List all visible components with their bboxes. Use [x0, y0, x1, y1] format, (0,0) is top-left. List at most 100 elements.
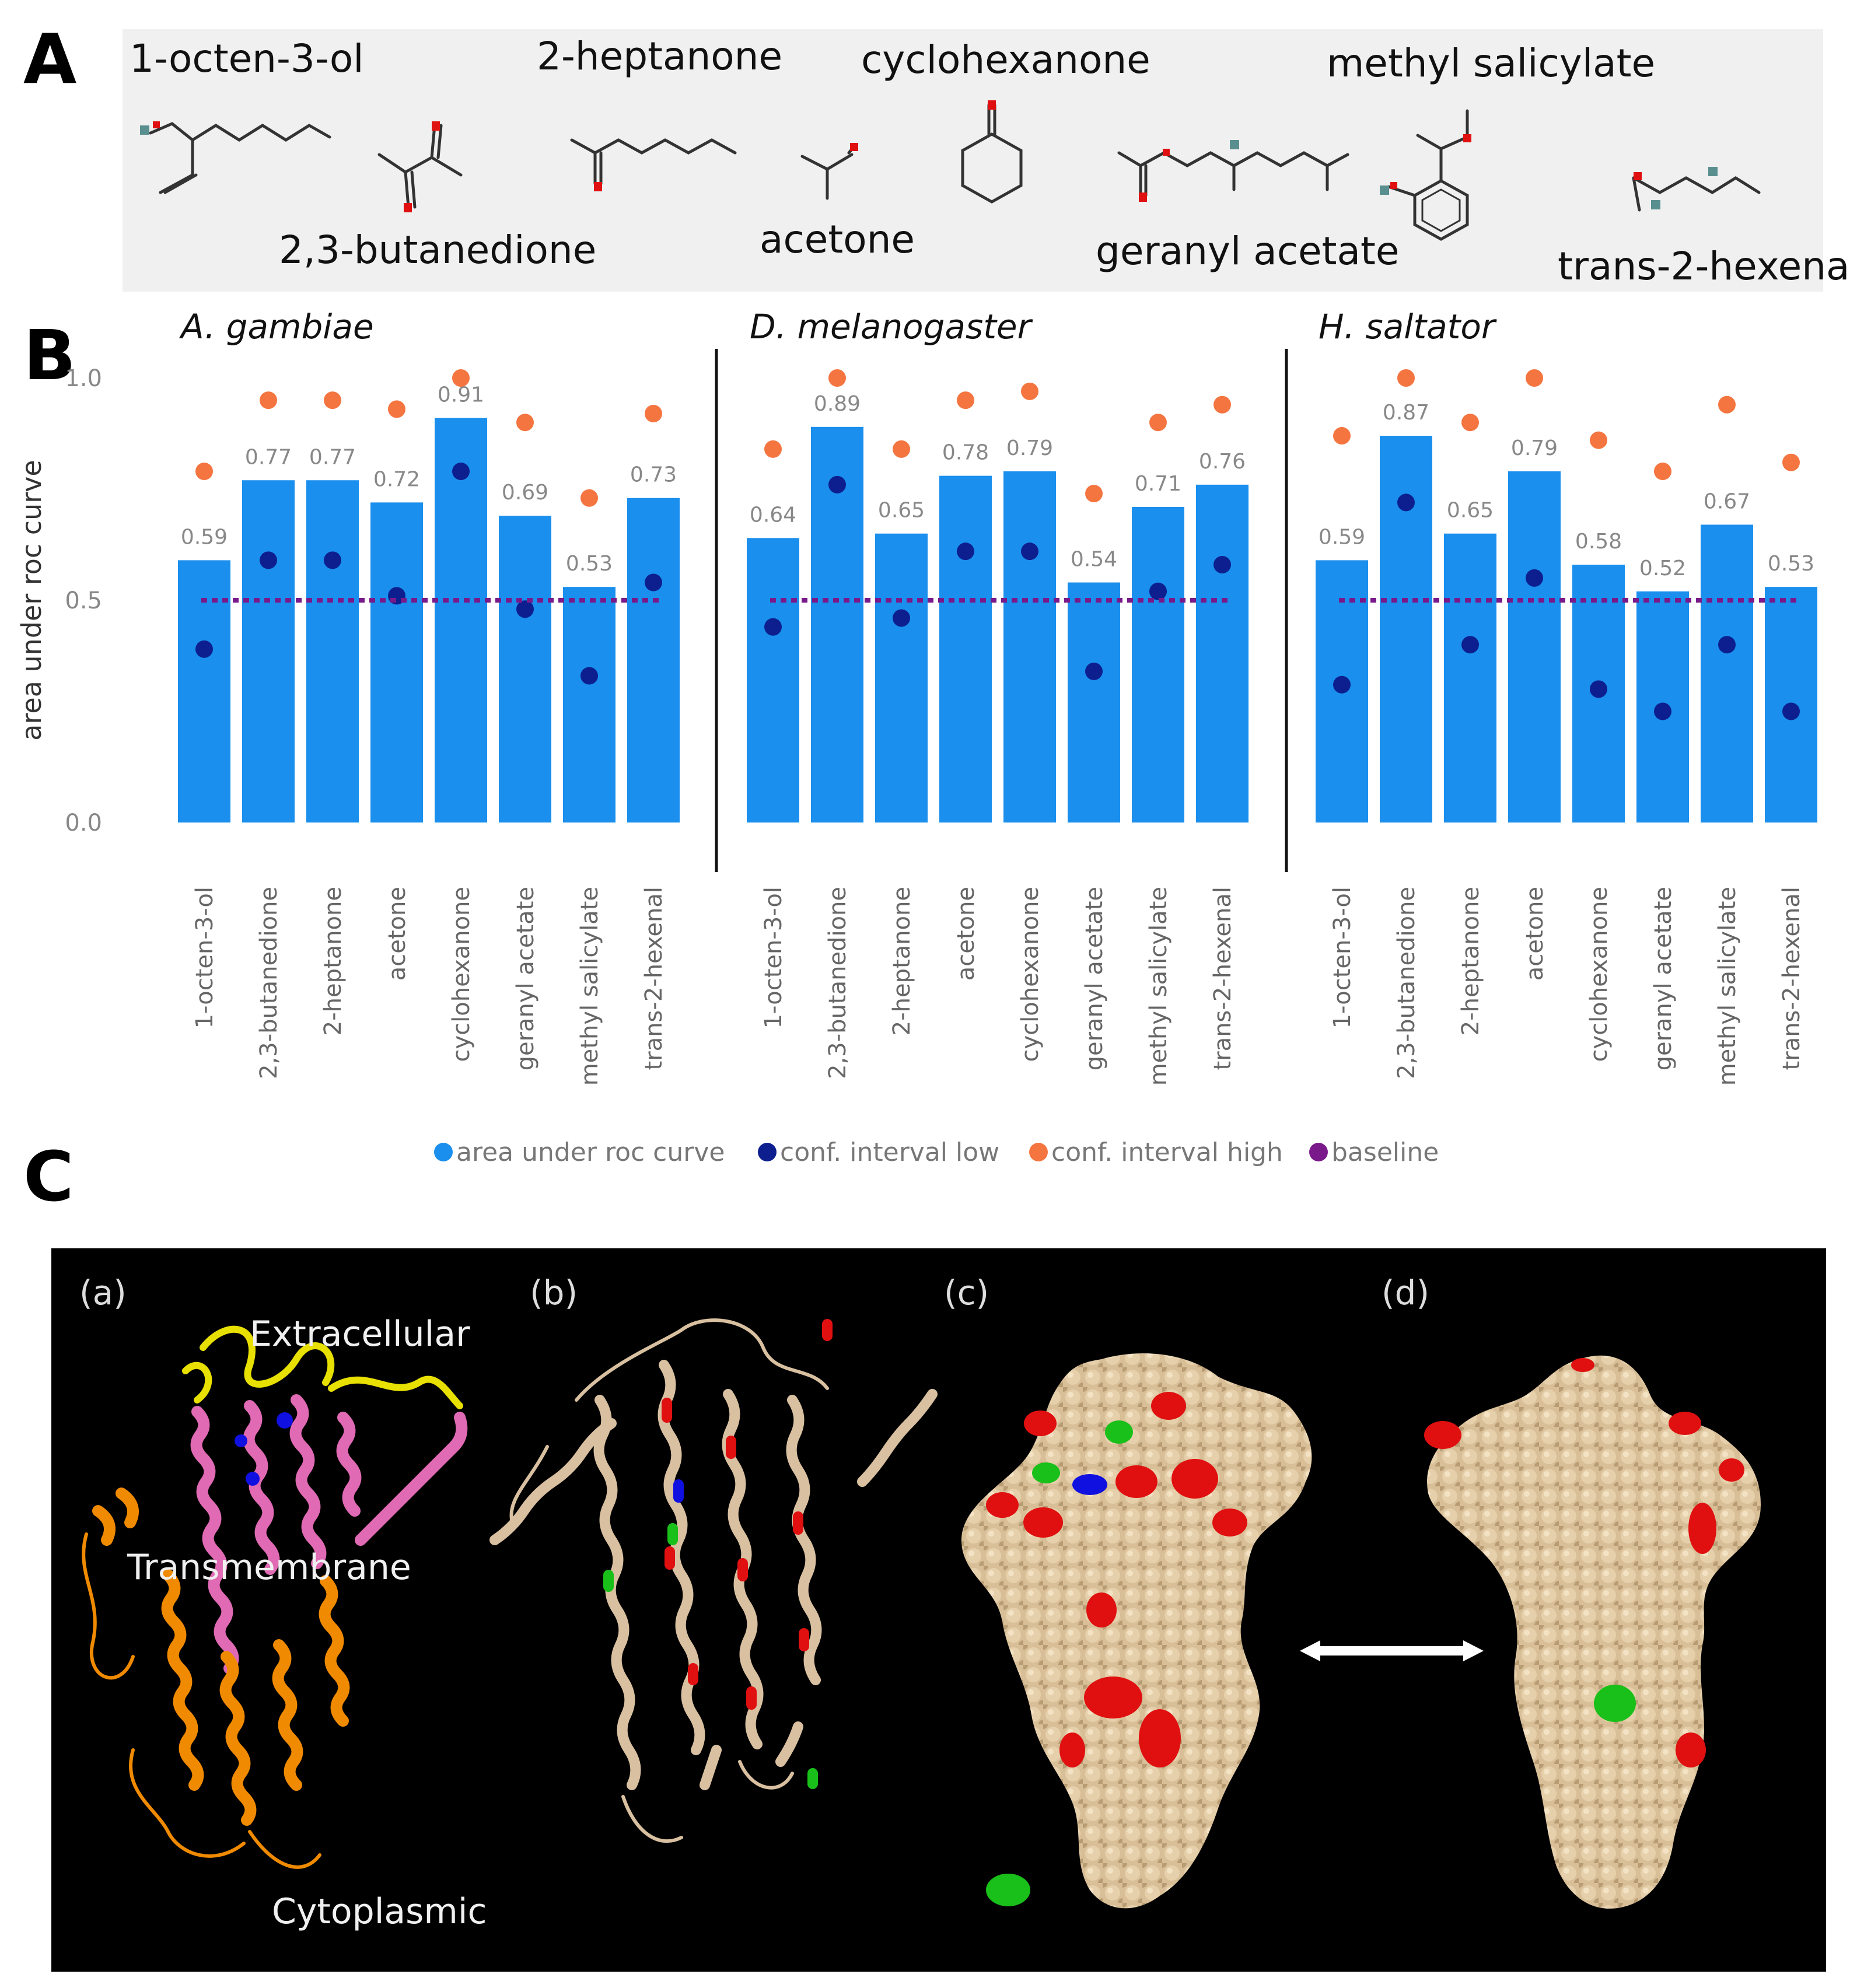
category-tick-label: 1-octen-3-ol	[760, 887, 787, 1028]
structure-2-heptanone	[570, 138, 737, 186]
ci-low-point	[452, 463, 470, 481]
ci-high-point	[452, 369, 470, 387]
category-tick-label: 2-heptanone	[889, 887, 915, 1035]
ci-low-point	[324, 551, 341, 569]
category-tick-label: trans-2-hexenal	[1209, 887, 1236, 1070]
ci-low-point	[1397, 494, 1415, 512]
category-tick-label: 1-octen-3-ol	[191, 887, 218, 1028]
ci-high-point	[516, 414, 534, 432]
category-tick-label: methyl salicylate	[1145, 887, 1172, 1086]
auc-bar-chart: A. gambiae 0.59 1-octen-3-ol 0.77 2,3-butane…	[16, 307, 1817, 1167]
molecule-name-acetone: acetone	[760, 217, 915, 262]
auc-value-label: 0.87	[1383, 401, 1429, 425]
ci-low-point	[1021, 542, 1038, 561]
category-tick-label: 2-heptanone	[1457, 887, 1484, 1035]
auc-value-label: 0.69	[502, 481, 548, 505]
category-tick-label: acetone	[384, 887, 411, 981]
auc-bar	[939, 475, 992, 822]
structure-geranyl-acetate	[1117, 151, 1349, 197]
surface-model-back	[1424, 1355, 1761, 1909]
ci-high-point	[388, 400, 405, 418]
subpanel-label-c: (c)	[944, 1273, 989, 1312]
category-tick-label: geranyl acetate	[512, 887, 539, 1070]
legend-label: area under roc curve	[456, 1138, 725, 1167]
ci-low-point	[516, 600, 534, 618]
ci-low-point	[1149, 582, 1167, 600]
auc-bar	[370, 502, 423, 822]
auc-bar	[1444, 533, 1496, 822]
ci-low-point	[1654, 702, 1671, 720]
ci-high-point	[1085, 485, 1103, 503]
y-tick-label: 0.5	[65, 587, 102, 614]
category-tick-label: geranyl acetate	[1650, 887, 1677, 1070]
structure-1-octen-3-ol	[149, 122, 331, 194]
legend-item: conf. interval low	[758, 1138, 999, 1167]
molecule-structures	[140, 100, 1761, 241]
auc-bar	[875, 533, 928, 822]
structure-cyclohexanone	[961, 103, 1023, 204]
ci-high-point	[1782, 453, 1800, 471]
legend-swatch	[434, 1143, 453, 1161]
molecule-name-1-octen-3-ol: 1-octen-3-ol	[130, 36, 364, 81]
panel-label-c: C	[23, 1136, 74, 1217]
category-tick-label: 2-heptanone	[320, 887, 347, 1035]
ci-high-point	[1461, 414, 1479, 432]
group-title: D. melanogaster	[750, 307, 1033, 346]
group-2: H. saltator 0.59 1-octen-3-ol 0.87 2,3-butan…	[1316, 307, 1817, 1086]
auc-bar	[627, 498, 680, 822]
extracellular-loops	[182, 1325, 463, 1409]
auc-bar	[242, 480, 295, 822]
ci-high-point	[1654, 463, 1671, 481]
auc-bar	[499, 516, 551, 822]
ci-low-point	[893, 609, 910, 627]
structure-methyl-salicylate	[1387, 109, 1469, 241]
auc-value-label: 0.54	[1071, 548, 1117, 572]
ci-high-point	[1397, 369, 1415, 387]
ci-low-point	[764, 618, 782, 636]
auc-value-label: 0.67	[1704, 489, 1750, 513]
ci-high-point	[1526, 369, 1543, 387]
legend-label: baseline	[1331, 1138, 1439, 1167]
ci-low-point	[260, 551, 277, 569]
auc-bar	[306, 480, 359, 822]
molecule-panel	[123, 29, 1823, 292]
cytoplasmic-loops	[82, 1532, 321, 1869]
auc-bar	[563, 587, 615, 822]
auc-value-label: 0.76	[1199, 450, 1246, 474]
auc-value-label: 0.77	[245, 445, 292, 469]
region-label-cytoplasmic: Cytoplasmic	[272, 1891, 487, 1932]
ci-low-point	[957, 542, 974, 561]
ci-low-point	[1782, 702, 1800, 720]
ci-low-point	[1333, 676, 1351, 694]
y-tick-label: 1.0	[65, 365, 102, 392]
ci-low-point	[828, 475, 846, 494]
ci-high-point	[828, 369, 846, 387]
ci-high-point	[1333, 427, 1351, 445]
auc-bar	[1196, 484, 1249, 822]
auc-value-label: 0.58	[1575, 530, 1622, 554]
category-tick-label: 2,3-butanedione	[1393, 887, 1420, 1079]
auc-value-label: 0.77	[309, 445, 356, 469]
ribbon-model-colored	[82, 1325, 468, 1869]
structure-trans-2-hexenal	[1632, 176, 1761, 212]
group-title: H. saltator	[1319, 307, 1497, 346]
region-label-transmembrane: Transmembrane	[127, 1547, 411, 1588]
ci-high-point	[260, 391, 277, 410]
auc-value-label: 0.71	[1135, 472, 1181, 496]
category-tick-label: methyl salicylate	[1714, 887, 1741, 1086]
legend-item: baseline	[1309, 1138, 1439, 1167]
region-label-extracellular: Extracellular	[250, 1314, 470, 1354]
protein-renderings	[82, 1318, 1761, 1909]
legend-item: area under roc curve	[434, 1138, 725, 1167]
auc-value-label: 0.64	[750, 503, 796, 527]
structure-2-3-butanedione	[377, 124, 463, 209]
ci-high-point	[1149, 414, 1167, 432]
auc-value-label: 0.78	[942, 441, 989, 465]
surface-highlights-d	[1424, 1358, 1744, 1768]
ci-high-point	[1590, 431, 1607, 449]
category-tick-label: cyclohexanone	[1586, 887, 1613, 1062]
molecule-name-2-heptanone: 2-heptanone	[537, 34, 783, 79]
ci-low-point	[1718, 636, 1736, 654]
ci-high-point	[195, 463, 213, 481]
legend-swatch	[1309, 1143, 1328, 1161]
